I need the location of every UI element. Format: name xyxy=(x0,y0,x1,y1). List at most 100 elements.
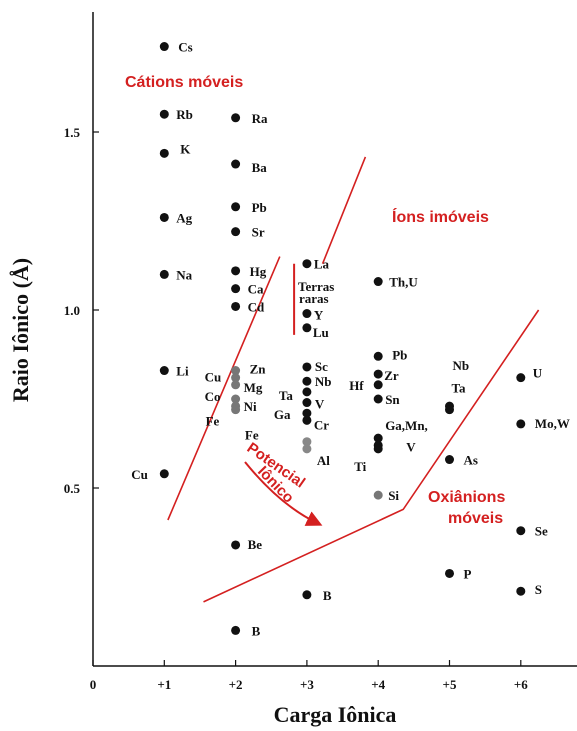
data-point xyxy=(373,369,383,379)
point-label: Th,U xyxy=(389,275,418,290)
data-point xyxy=(302,376,312,386)
point-label: Al xyxy=(317,453,330,468)
point-label: Rb xyxy=(176,107,193,122)
point-label: Ta xyxy=(452,381,466,396)
point-label: S xyxy=(535,582,542,597)
axes: 0 +1 +2 +3 +4 +5 +6 0.5 1.0 1.5 Carga Iônica Raio I… xyxy=(8,12,577,727)
point-label: Se xyxy=(535,524,548,539)
point-label: B xyxy=(323,588,332,603)
y-tick-label: 1.0 xyxy=(64,303,80,318)
point-label: Sc xyxy=(315,359,328,374)
immobile-region-label: Íons imóveis xyxy=(392,207,489,226)
data-point xyxy=(231,159,241,169)
y-axis-title: Raio Iônico (Å) xyxy=(8,258,33,402)
point-label: U xyxy=(533,366,543,381)
data-point xyxy=(302,437,312,447)
point-label: Nb xyxy=(453,358,470,373)
point-label: Hg xyxy=(250,264,267,279)
data-point xyxy=(302,362,312,372)
data-point xyxy=(373,380,383,390)
data-point xyxy=(445,568,454,578)
data-point xyxy=(445,405,454,415)
rare-earths-label: Terras xyxy=(298,279,334,294)
data-point xyxy=(231,405,241,415)
ionic-potential-arrow xyxy=(244,461,323,526)
point-label: Co xyxy=(205,389,221,404)
data-point xyxy=(373,277,383,287)
point-label: Cd xyxy=(248,299,265,314)
data-point xyxy=(231,380,241,390)
point-label: Ga,Mn, xyxy=(385,418,428,433)
data-point xyxy=(373,444,383,454)
point-label: Zr xyxy=(384,368,399,383)
data-point xyxy=(159,269,169,279)
point-label: Ti xyxy=(354,459,366,474)
point-label: La xyxy=(314,257,330,272)
data-point xyxy=(373,490,383,500)
point-label: Be xyxy=(248,537,263,552)
data-point xyxy=(159,212,169,222)
x-tick-label: 0 xyxy=(90,677,97,692)
point-label: Li xyxy=(176,364,189,379)
point-label: Hf xyxy=(349,378,364,393)
point-label: Cu xyxy=(131,467,148,482)
data-point xyxy=(445,455,454,465)
data-point xyxy=(516,419,526,429)
cations-region-label: Cátions móveis xyxy=(125,74,243,91)
point-label: As xyxy=(464,453,478,468)
data-point xyxy=(231,266,241,276)
data-point xyxy=(231,227,241,237)
data-point xyxy=(302,590,312,600)
point-label: Na xyxy=(176,267,192,282)
point-label: Mg xyxy=(244,380,263,395)
point-label: Cr xyxy=(314,417,329,432)
data-point xyxy=(159,42,169,52)
y-tick-label: 1.5 xyxy=(64,125,81,140)
point-label: Nb xyxy=(315,374,332,389)
point-label: Ag xyxy=(176,210,192,225)
point-label: Lu xyxy=(313,325,329,340)
data-point xyxy=(159,366,169,376)
y-tick-label: 0.5 xyxy=(64,481,81,496)
data-point xyxy=(231,366,241,376)
point-label: Sr xyxy=(252,225,265,240)
point-label: Fe xyxy=(245,428,259,443)
x-tick-label: +6 xyxy=(514,677,528,692)
data-point xyxy=(302,259,312,269)
point-label: Fe xyxy=(206,414,220,429)
data-point xyxy=(302,398,312,408)
data-point xyxy=(302,444,312,454)
data-point xyxy=(231,394,241,404)
point-label: Zn xyxy=(250,362,267,377)
point-label: B xyxy=(252,623,261,638)
boundary-lines xyxy=(167,156,540,603)
point-label: Pb xyxy=(392,347,407,362)
oxyanions-boundary xyxy=(203,309,540,603)
point-label: Ni xyxy=(244,399,257,414)
immobile-boundary xyxy=(321,156,367,264)
x-tick-label: +4 xyxy=(371,677,385,692)
data-point xyxy=(231,284,241,294)
data-point xyxy=(516,586,526,596)
data-point xyxy=(231,540,241,550)
point-label: Sn xyxy=(385,392,400,407)
point-label: K xyxy=(180,141,191,156)
point-labels: Cs Rb K Ag Na Li Cu Ra Ba Pb Sr Hg Ca Cd Zn Cu Mg Co Ni Fe B… xyxy=(131,40,570,639)
x-tick-label: +5 xyxy=(443,677,457,692)
data-point xyxy=(373,433,383,443)
x-tick-label: +3 xyxy=(300,677,314,692)
data-point xyxy=(231,301,241,311)
point-label: Ga xyxy=(274,407,291,422)
data-point xyxy=(159,148,169,158)
data-point xyxy=(231,202,241,212)
point-label: V xyxy=(315,397,325,412)
data-point xyxy=(516,373,526,383)
oxyanions-region-label-2: móveis xyxy=(448,510,503,527)
point-label: Pb xyxy=(252,200,267,215)
point-label: Cs xyxy=(178,40,192,55)
point-label: Mo,W xyxy=(535,416,570,431)
data-point xyxy=(231,373,241,383)
x-axis-title: Carga Iônica xyxy=(274,702,397,727)
data-point xyxy=(302,309,312,319)
